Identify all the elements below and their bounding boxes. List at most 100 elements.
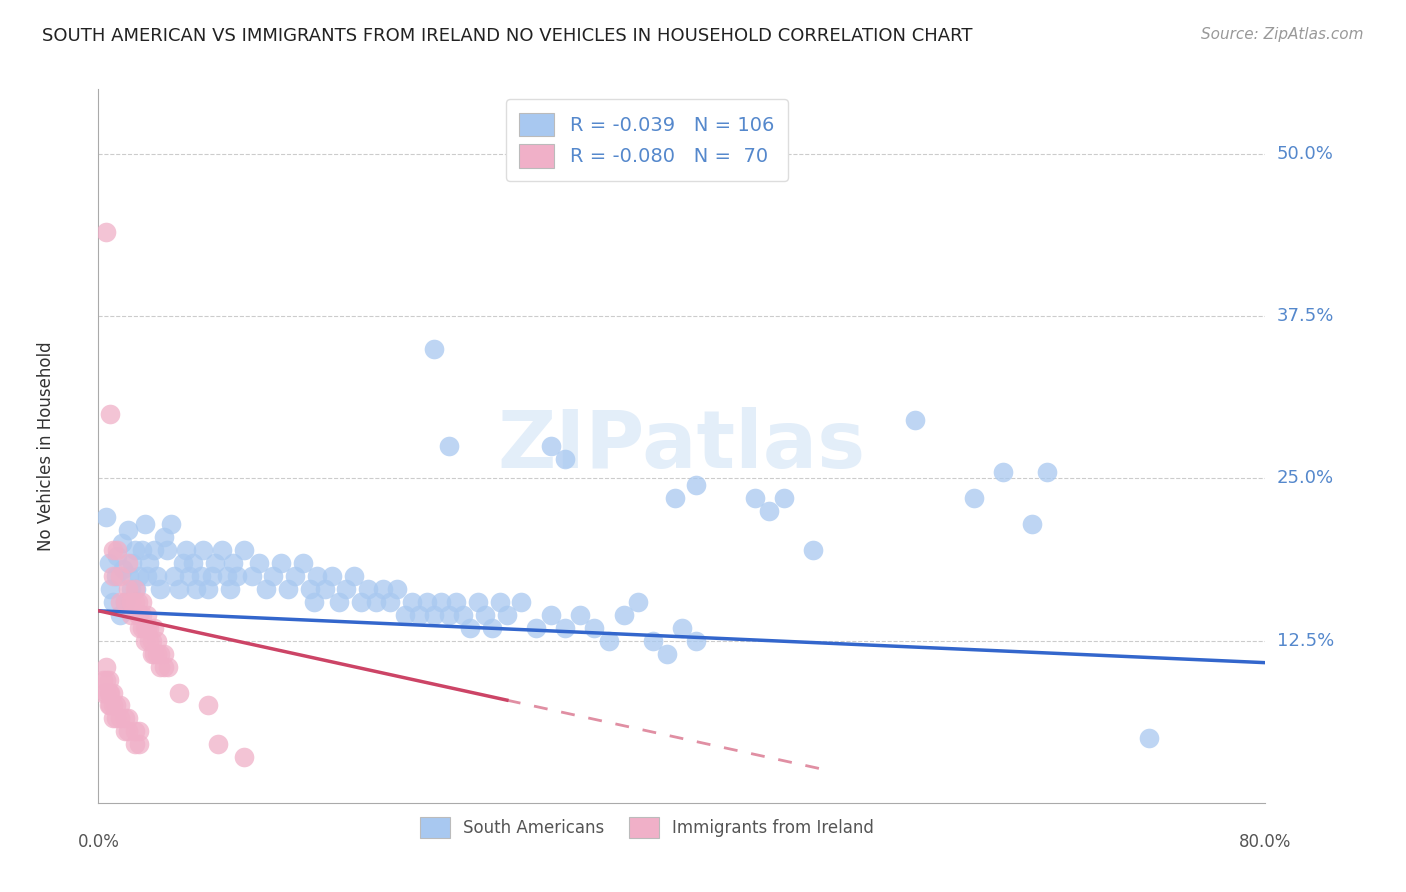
Point <box>153 659 176 673</box>
Point <box>204 556 226 570</box>
Point <box>215 568 238 582</box>
Point <box>104 568 127 582</box>
Point <box>904 413 927 427</box>
Point <box>114 595 136 609</box>
Point <box>120 595 142 609</box>
Point <box>142 647 165 661</box>
Point <box>124 582 146 596</box>
Point <box>128 738 150 752</box>
Point <box>97 673 120 687</box>
Point <box>343 568 366 582</box>
Point <box>496 607 519 622</box>
Point <box>114 711 136 725</box>
Point <box>94 685 117 699</box>
Point <box>423 342 446 356</box>
Point <box>321 568 343 582</box>
Point <box>97 556 120 570</box>
Point <box>612 607 634 622</box>
Point <box>304 595 326 609</box>
Point <box>211 542 233 557</box>
Point <box>97 685 120 699</box>
Point <box>233 542 256 557</box>
Point <box>758 504 780 518</box>
Point <box>94 673 117 687</box>
Point <box>415 595 437 609</box>
Point <box>437 607 460 622</box>
Point <box>583 621 606 635</box>
Point <box>117 724 139 739</box>
Point <box>524 621 547 635</box>
Point <box>110 698 132 713</box>
Point <box>1021 516 1043 531</box>
Point <box>510 595 533 609</box>
Point <box>110 711 132 725</box>
Point <box>277 582 299 596</box>
Point <box>128 724 150 739</box>
Point <box>554 452 576 467</box>
Point <box>254 582 277 596</box>
Point <box>97 698 120 713</box>
Text: 80.0%: 80.0% <box>1239 833 1292 851</box>
Point <box>163 568 186 582</box>
Point <box>291 556 314 570</box>
Point <box>138 633 160 648</box>
Point <box>444 595 467 609</box>
Point <box>488 595 510 609</box>
Point <box>101 685 124 699</box>
Point <box>233 750 256 764</box>
Point <box>298 582 321 596</box>
Point <box>174 542 197 557</box>
Point <box>685 633 707 648</box>
Point <box>94 510 117 524</box>
Point <box>98 685 121 699</box>
Point <box>131 595 153 609</box>
Point <box>146 647 169 661</box>
Point <box>664 491 686 505</box>
Text: Source: ZipAtlas.com: Source: ZipAtlas.com <box>1201 27 1364 42</box>
Point <box>307 568 329 582</box>
Text: 37.5%: 37.5% <box>1277 307 1334 326</box>
Point <box>105 542 128 557</box>
Point <box>157 659 180 673</box>
Point <box>387 582 409 596</box>
Point <box>101 568 124 582</box>
Point <box>135 621 157 635</box>
Point <box>226 568 249 582</box>
Point <box>149 659 172 673</box>
Point <box>186 582 208 596</box>
Point <box>240 568 263 582</box>
Point <box>408 607 430 622</box>
Point <box>221 556 243 570</box>
Point <box>671 621 693 635</box>
Point <box>120 607 142 622</box>
Point <box>112 562 135 576</box>
Point <box>146 633 169 648</box>
Point <box>350 595 373 609</box>
Point <box>135 568 157 582</box>
Point <box>131 621 153 635</box>
Point <box>218 582 240 596</box>
Point <box>124 595 146 609</box>
Point <box>98 698 121 713</box>
Text: No Vehicles in Household: No Vehicles in Household <box>37 341 55 551</box>
Point <box>460 621 482 635</box>
Legend: South Americans, Immigrants from Ireland: South Americans, Immigrants from Ireland <box>413 811 882 845</box>
Point <box>207 738 229 752</box>
Point <box>153 647 176 661</box>
Point <box>160 516 183 531</box>
Point <box>1137 731 1160 745</box>
Point <box>117 556 139 570</box>
Point <box>91 685 114 699</box>
Point <box>141 633 163 648</box>
Point <box>335 582 357 596</box>
Point <box>117 711 139 725</box>
Point <box>451 607 474 622</box>
Point <box>127 607 149 622</box>
Point <box>197 698 219 713</box>
Point <box>110 595 132 609</box>
Point <box>474 607 496 622</box>
Text: 25.0%: 25.0% <box>1277 469 1334 487</box>
Point <box>357 582 380 596</box>
Point <box>430 595 453 609</box>
Text: 12.5%: 12.5% <box>1277 632 1334 649</box>
